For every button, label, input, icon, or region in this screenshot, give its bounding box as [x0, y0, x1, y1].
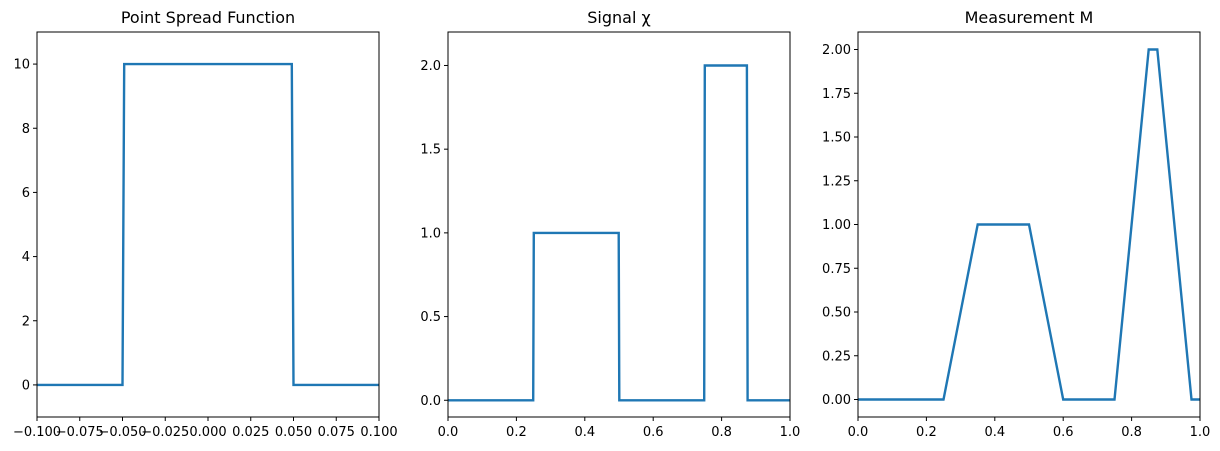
y-tick-label: 0.5 [420, 310, 441, 325]
plot-area: 0.0 0.2 0.4 0.6 0.8 1.0 0.00 0.25 0.50 0.75 1.00 1.… [822, 31, 1211, 440]
x-tick-label: 0.000 [189, 425, 226, 440]
y-tick-label: 2 [22, 314, 30, 329]
series-line-0 [858, 48, 1200, 401]
y-tick-label: 8 [22, 122, 30, 137]
x-tick-label: 0.0 [848, 425, 869, 440]
y-tick-label: 0.00 [822, 393, 851, 408]
y-tick-label: 1.25 [822, 174, 851, 189]
plot-area: −0.100−0.075−0.050−0.025 0.000 0.025 0.050 0… [13, 31, 398, 440]
y-tick-label: 10 [13, 58, 30, 73]
subplot-title: Point Spread Function [121, 8, 295, 27]
x-tick-label: 0.4 [984, 425, 1005, 440]
x-tick-label: 1.0 [780, 425, 801, 440]
y-tick-label: 1.00 [822, 218, 851, 233]
plot-area: 0.0 0.2 0.4 0.6 0.8 1.0 0.0 0.5 1.0 1.5 2.0 [420, 31, 801, 440]
axes-frame [36, 31, 380, 418]
x-tick-label: 0.6 [1053, 425, 1074, 440]
y-tick-label: 6 [22, 186, 30, 201]
series-line-0 [37, 62, 379, 387]
subplot-title: Measurement M [965, 8, 1094, 27]
y-tick-label: 1.5 [420, 143, 441, 158]
subplot-measurement: Measurement M 0.0 0.2 0.4 0.6 0.8 1.0 0.00 0.25… [822, 8, 1210, 440]
y-tick-label: 1.0 [420, 226, 441, 241]
subplot-psf: Point Spread Function −0.100−0.075−0.050… [13, 8, 398, 440]
subplot-signal: Signal χ 0.0 0.2 0.4 0.6 0.8 1.0 0.0 0.5 1.0 1.5 2… [420, 8, 800, 440]
x-tick-label: −0.025 [141, 425, 189, 440]
x-tick-label: −0.075 [56, 425, 104, 440]
y-tick-label: 0.0 [420, 394, 441, 409]
y-tick-label: 0.25 [822, 349, 851, 364]
x-tick-label: 0.0 [438, 425, 459, 440]
y-tick-label: 0.75 [822, 262, 851, 277]
y-tick-label: 1.75 [822, 87, 851, 102]
x-tick-label: −0.050 [98, 425, 146, 440]
x-tick-label: 0.8 [1121, 425, 1142, 440]
x-tick-label: 1.0 [1190, 425, 1211, 440]
x-tick-label: 0.2 [916, 425, 937, 440]
x-tick-label: 0.2 [506, 425, 527, 440]
x-tick-label: 0.8 [711, 425, 732, 440]
axes-frame [447, 31, 791, 418]
y-tick-label: 2.0 [420, 59, 441, 74]
y-tick-label: 2.00 [822, 43, 851, 58]
x-tick-label: 0.075 [318, 425, 355, 440]
x-tick-label: 0.6 [643, 425, 664, 440]
x-tick-label: 0.050 [275, 425, 312, 440]
x-tick-label: 0.4 [574, 425, 595, 440]
y-tick-label: 0 [22, 378, 30, 393]
x-tick-label: 0.025 [232, 425, 269, 440]
x-tick-label: 0.100 [360, 425, 397, 440]
x-tick-label: −0.100 [13, 425, 61, 440]
subplot-title: Signal χ [587, 8, 650, 27]
series-line-0 [448, 64, 790, 402]
y-tick-label: 4 [22, 250, 30, 265]
y-tick-label: 0.50 [822, 306, 851, 321]
y-tick-label: 1.50 [822, 131, 851, 146]
